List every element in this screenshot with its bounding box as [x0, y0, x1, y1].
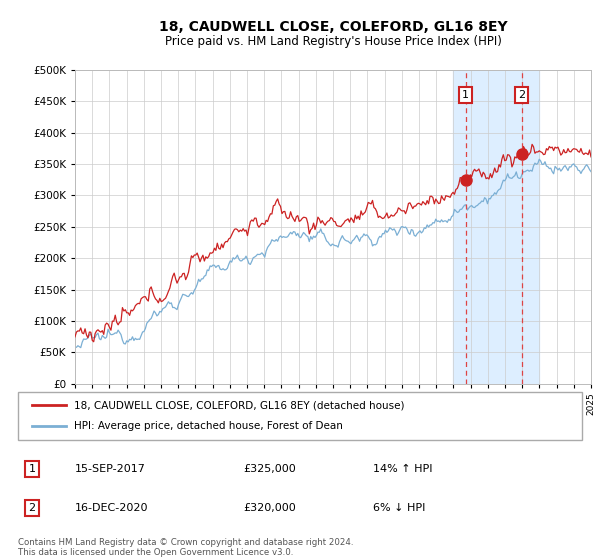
Bar — [454, 70, 539, 384]
Text: £325,000: £325,000 — [244, 464, 296, 474]
Text: 18, CAUDWELL CLOSE, COLEFORD, GL16 8EY (detached house): 18, CAUDWELL CLOSE, COLEFORD, GL16 8EY (… — [74, 400, 405, 410]
Text: Price paid vs. HM Land Registry's House Price Index (HPI): Price paid vs. HM Land Registry's House … — [164, 35, 502, 48]
Text: HPI: Average price, detached house, Forest of Dean: HPI: Average price, detached house, Fore… — [74, 421, 343, 431]
Text: 14% ↑ HPI: 14% ↑ HPI — [373, 464, 433, 474]
Text: 15-SEP-2017: 15-SEP-2017 — [74, 464, 145, 474]
FancyBboxPatch shape — [18, 392, 582, 440]
Text: 1: 1 — [29, 464, 35, 474]
Text: 18, CAUDWELL CLOSE, COLEFORD, GL16 8EY: 18, CAUDWELL CLOSE, COLEFORD, GL16 8EY — [158, 20, 508, 34]
Text: Contains HM Land Registry data © Crown copyright and database right 2024.
This d: Contains HM Land Registry data © Crown c… — [18, 538, 353, 557]
Text: 6% ↓ HPI: 6% ↓ HPI — [373, 503, 425, 513]
Text: 16-DEC-2020: 16-DEC-2020 — [74, 503, 148, 513]
Text: 2: 2 — [518, 90, 525, 100]
Text: 2: 2 — [29, 503, 35, 513]
Text: £320,000: £320,000 — [244, 503, 296, 513]
Text: 1: 1 — [462, 90, 469, 100]
